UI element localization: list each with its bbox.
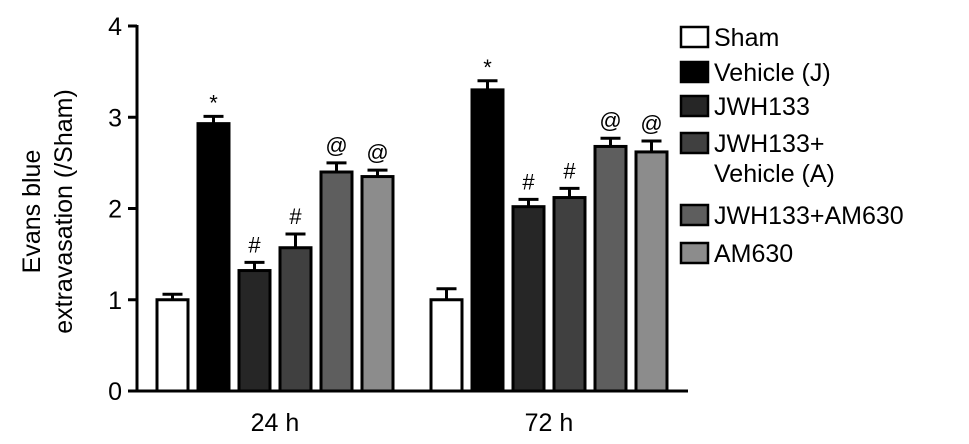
bars: * # # @ @ * # # @ @ — [155, 55, 669, 393]
y-axis-title-line: Evans blue — [18, 150, 46, 274]
bar — [470, 88, 505, 393]
legend-label: AM630 — [714, 240, 793, 268]
bar — [360, 175, 395, 393]
bar — [511, 205, 546, 393]
significance-mark: # — [289, 204, 302, 229]
legend-label: JWH133+AM630 — [714, 202, 904, 230]
bar — [634, 150, 669, 393]
legend-swatch — [679, 60, 710, 84]
y-axis-label: Evans blue extravasation (/Sham) — [18, 89, 78, 334]
bar — [319, 170, 354, 393]
bar — [278, 246, 313, 393]
legend-swatch — [679, 94, 710, 118]
legend-label-line: Vehicle (J) — [714, 59, 831, 87]
significance-mark: @ — [325, 133, 347, 158]
significance-mark: * — [483, 55, 492, 80]
bar — [237, 269, 272, 393]
legend-label-line: JWH133+AM630 — [714, 202, 904, 230]
y-tick-label: 0 — [108, 378, 122, 406]
legend-swatch — [679, 131, 710, 155]
legend-label-line: Sham — [714, 24, 779, 52]
legend-swatch — [679, 203, 710, 227]
legend-label: Vehicle (J) — [714, 59, 831, 87]
bar — [552, 196, 587, 393]
y-axis-title: Evans blue extravasation (/Sham) — [18, 89, 78, 334]
legend-label-line: AM630 — [714, 240, 793, 268]
legend-label: JWH133 — [714, 93, 810, 121]
x-tick-label: 72 h — [525, 409, 574, 437]
significance-mark: # — [248, 232, 261, 257]
legend-label: Sham — [714, 24, 779, 52]
legend-label: JWH133+ Vehicle (A) — [714, 130, 835, 188]
legend-swatch — [679, 25, 710, 49]
significance-mark: @ — [366, 140, 388, 165]
bar — [429, 298, 464, 393]
legend-swatch — [679, 241, 710, 265]
y-tick-label: 3 — [108, 104, 122, 132]
significance-mark: # — [563, 158, 576, 183]
bar — [155, 298, 190, 393]
bar — [196, 122, 231, 393]
legend-label-line: JWH133 — [714, 93, 810, 121]
y-tick-label: 4 — [108, 13, 122, 41]
y-tick-label: 2 — [108, 196, 122, 224]
bar — [593, 144, 628, 393]
y-tick-label: 1 — [108, 287, 122, 315]
y-axis-title-line: extravasation (/Sham) — [50, 89, 78, 334]
legend-label-line: Vehicle (A) — [714, 160, 835, 188]
x-tick-label: 24 h — [251, 409, 300, 437]
significance-mark: @ — [599, 108, 621, 133]
significance-mark: # — [522, 169, 535, 194]
significance-mark: * — [209, 90, 218, 115]
significance-mark: @ — [640, 111, 662, 136]
legend-label-line: JWH133+ — [714, 130, 824, 158]
